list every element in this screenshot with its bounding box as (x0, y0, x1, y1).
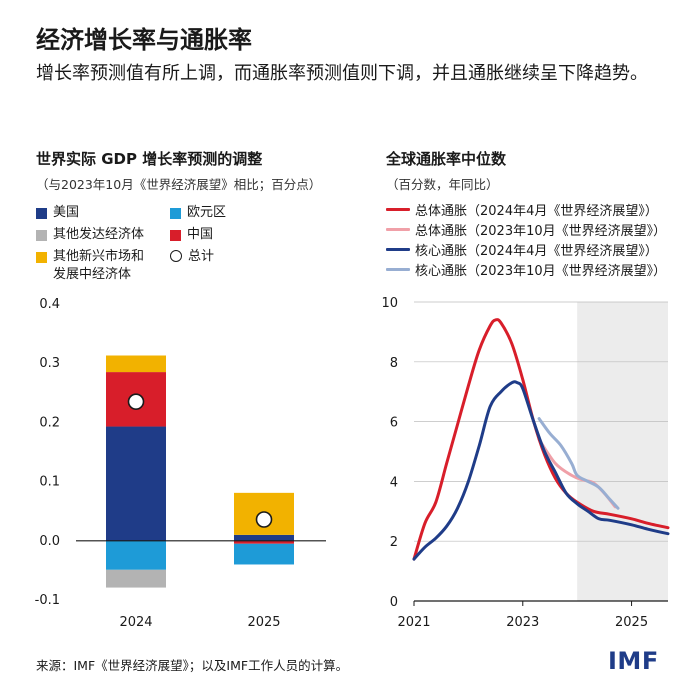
legend-item-core-apr: 核心通胀（2024年4月《世界经济展望》） (386, 240, 658, 259)
x-tick-label: 2025 (615, 615, 648, 630)
series-line-core_apr (412, 380, 670, 561)
legend-total-marker (170, 250, 182, 262)
y-tick-label: 0 (390, 595, 398, 610)
page-subtitle: 增长率预测值有所上调，而通胀率预测值则下调，并且通胀继续呈下降趋势。 (36, 63, 648, 84)
legend-item-headline-oct: 总体通胀（2023年10月《世界经济展望》） (386, 220, 666, 239)
legend-swatch-other-em (36, 252, 47, 263)
y-tick-label: 8 (390, 356, 398, 371)
legend-line-core-oct (386, 268, 410, 271)
bar-segment-china-2025 (234, 540, 294, 544)
legend-label-headline-apr: 总体通胀（2024年4月《世界经济展望》） (415, 204, 658, 219)
legend-item-china: 中国 (170, 226, 213, 244)
total-marker-2025 (255, 511, 273, 528)
bar-segment-euro-2025 (234, 543, 294, 565)
imf-logo: IMF (608, 647, 659, 675)
legend-item-other-advanced: 其他发达经济体 (36, 226, 144, 244)
legend-item-euro: 欧元区 (170, 204, 226, 222)
bar-segment-euro-2024 (106, 540, 166, 570)
y-tick-label: 4 (390, 475, 398, 490)
x-tick-label: 2025 (247, 615, 280, 630)
legend-item-us: 美国 (36, 204, 79, 222)
legend-line-headline-apr (386, 208, 410, 211)
legend-label-core-apr: 核心通胀（2024年4月《世界经济展望》） (415, 244, 658, 259)
legend-label-headline-oct: 总体通胀（2023年10月《世界经济展望》） (415, 224, 667, 239)
source-note: 来源：IMF《世界经济展望》；以及IMF工作人员的计算。 (36, 658, 349, 673)
legend-label-core-oct: 核心通胀（2023年10月《世界经济展望》） (415, 264, 667, 279)
forecast-shading (577, 302, 668, 601)
page-title: 经济增长率与通胀率 (36, 26, 252, 54)
left-legend: 美国 欧元区 其他发达经济体 中国 其他新兴市场和 发展中经济体 总计 (36, 204, 336, 284)
left-chart-subtitle: （与2023年10月《世界经济展望》相比；百分点） (36, 177, 322, 192)
x-tick-label: 2023 (506, 615, 539, 630)
legend-label-total: 总计 (188, 249, 215, 264)
legend-line-headline-oct (386, 228, 410, 231)
legend-item-headline-apr: 总体通胀（2024年4月《世界经济展望》） (386, 200, 658, 219)
bar-segment-other_em-2024 (106, 355, 166, 373)
legend-swatch-euro (170, 208, 181, 219)
bar-chart: -0.1 0.0 0.1 0.2 0.3 0.4 2024 2025 (35, 297, 326, 630)
y-tick-label: 0.2 (39, 415, 60, 430)
total-marker-2024 (127, 393, 145, 410)
legend-label-other-em-line2: 发展中经济体 (53, 267, 132, 282)
series-line-core_oct (537, 417, 620, 510)
y-tick-label: -0.1 (35, 593, 60, 608)
bar-segment-other_adv-2024 (106, 569, 166, 588)
legend-label-euro: 欧元区 (187, 205, 227, 220)
line-chart: 0 2 4 6 8 10 2021 2023 2025 (381, 296, 670, 630)
bar-segment-us-2024 (106, 426, 166, 541)
right-chart-subtitle: （百分数，年同比） (386, 177, 499, 192)
legend-label-china: 中国 (187, 227, 214, 242)
legend-swatch-china (170, 230, 181, 241)
y-tick-label: 0.0 (39, 534, 60, 549)
x-tick-label: 2024 (119, 615, 152, 630)
legend-line-core-apr (386, 248, 410, 251)
x-tick-label: 2021 (397, 615, 430, 630)
y-tick-label: 2 (390, 535, 398, 550)
y-tick-label: 6 (390, 416, 398, 431)
legend-swatch-us (36, 208, 47, 219)
bar-segment-us-2025 (234, 534, 294, 541)
legend-item-total: 总计 (170, 248, 214, 266)
legend-item-core-oct: 核心通胀（2023年10月《世界经济展望》） (386, 260, 666, 279)
legend-item-other-em: 其他新兴市场和 发展中经济体 (36, 248, 144, 284)
legend-label-other-advanced: 其他发达经济体 (53, 227, 145, 242)
legend-label-us: 美国 (53, 205, 80, 220)
left-chart-title: 世界实际 GDP 增长率预测的调整 (36, 150, 263, 168)
y-tick-label: 0.1 (39, 475, 60, 490)
right-chart-title: 全球通胀率中位数 (386, 150, 507, 168)
legend-label-other-em-line1: 其他新兴市场和 (53, 249, 145, 264)
legend-swatch-other-advanced (36, 230, 47, 241)
y-tick-label: 10 (381, 296, 398, 311)
y-tick-label: 0.4 (39, 297, 60, 312)
series-line-headline_apr (412, 318, 670, 561)
y-tick-label: 0.3 (39, 356, 60, 371)
legend-label-other-em: 其他新兴市场和 发展中经济体 (53, 248, 144, 284)
